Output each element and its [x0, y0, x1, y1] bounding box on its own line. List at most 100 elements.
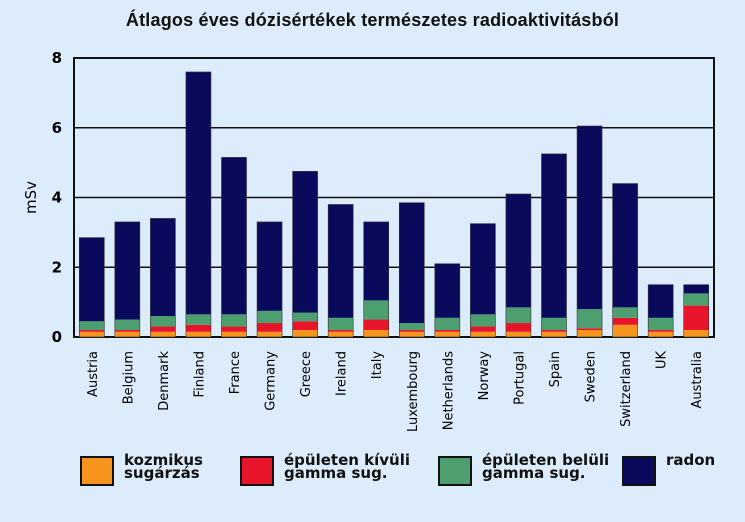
bar-segment-kozmikus-sug-rz-s [683, 330, 709, 337]
bar-chart: 0 2 4 6 8 mSv Austria Belgium Denmark Finland Fran… [22, 49, 715, 432]
bar-segment-kozmikus-sug-rz-s [79, 331, 105, 337]
bar-segment-kozmikus-sug-rz-s [150, 331, 176, 337]
bar-outline [683, 284, 710, 338]
bar-segment-p-leten-k-v-li-gamma-sug [505, 323, 531, 332]
bar-segment-kozmikus-sug-rz-s [363, 330, 389, 337]
x-tick-label: France [228, 351, 243, 394]
bar-segment-radon [185, 71, 211, 315]
x-tick-label: Italy [370, 351, 385, 380]
x-tick-label: Greece [299, 351, 314, 397]
bar-outline [434, 263, 461, 338]
bar-segment-radon [150, 218, 176, 317]
bar-segment-p-leten-k-v-li-gamma-sug [150, 326, 176, 332]
bar-outline [327, 204, 354, 338]
bar-segment-p-leten-k-v-li-gamma-sug [434, 330, 460, 332]
bar-outline [363, 221, 390, 338]
bar-outline [185, 71, 212, 338]
bar-segment-p-leten-k-v-li-gamma-sug [577, 328, 603, 331]
bar-segment-p-leten-bel-li-gamma-sug [577, 309, 603, 329]
bar-outline [150, 218, 176, 338]
bar-segment-kozmikus-sug-rz-s [577, 330, 603, 337]
bar-segment-kozmikus-sug-rz-s [114, 331, 140, 337]
bar-segment-p-leten-bel-li-gamma-sug [221, 314, 247, 327]
x-tick-label: Switzerland [619, 351, 634, 427]
bar-segment-radon [434, 263, 460, 318]
bar-segment-kozmikus-sug-rz-s [434, 331, 460, 337]
bar-segment-p-leten-k-v-li-gamma-sug [114, 330, 140, 332]
bar-outline [647, 284, 674, 338]
bar-segment-p-leten-k-v-li-gamma-sug [683, 305, 709, 331]
bar-segment-p-leten-bel-li-gamma-sug [292, 312, 318, 322]
bar-segment-p-leten-bel-li-gamma-sug [612, 307, 638, 318]
bar-segment-p-leten-bel-li-gamma-sug [434, 317, 460, 331]
bar-segment-kozmikus-sug-rz-s [505, 331, 531, 337]
bar-segment-radon [399, 202, 425, 324]
x-tick-label: Belgium [121, 351, 136, 404]
bar-segment-p-leten-bel-li-gamma-sug [328, 317, 354, 331]
bar-segment-radon [328, 204, 354, 318]
chart-title: Átlagos éves dózisértékek természetes ra… [125, 10, 620, 30]
bars [78, 71, 710, 338]
bar-outline [470, 223, 496, 338]
bar-segment-radon [292, 171, 318, 313]
y-tick-label: 6 [52, 119, 62, 137]
bar-segment-p-leten-bel-li-gamma-sug [185, 314, 211, 325]
bar-segment-radon [221, 157, 247, 315]
bar-segment-radon [541, 153, 567, 318]
legend-swatch-indoor-gamma [438, 456, 472, 486]
bar-segment-radon [114, 221, 140, 320]
bar-segment-radon [683, 284, 709, 294]
x-tick-label: Austria [86, 351, 101, 397]
bar-outline [612, 183, 638, 338]
x-tick-label: Norway [477, 351, 492, 401]
x-tick-label: Finland [192, 351, 207, 397]
bar-segment-p-leten-k-v-li-gamma-sug [399, 330, 425, 332]
axes: 0 2 4 6 8 mSv Austria Belgium Denmark Finland Fran… [22, 49, 705, 432]
bar-segment-radon [363, 221, 389, 301]
bar-segment-radon [648, 284, 674, 318]
x-tick-label: Portugal [512, 351, 527, 405]
x-tick-label: Australia [690, 351, 705, 409]
bar-segment-radon [505, 194, 531, 308]
legend-swatch-radon [622, 456, 656, 486]
bar-segment-p-leten-k-v-li-gamma-sug [79, 330, 105, 332]
x-tick-label: Ireland [335, 351, 350, 396]
bar-segment-p-leten-bel-li-gamma-sug [363, 300, 389, 320]
legend-label-outdoor-gamma: épületen kívüli gamma sug. [284, 451, 411, 482]
legend-swatch-cosmic [80, 456, 114, 486]
bar-segment-p-leten-k-v-li-gamma-sug [363, 319, 389, 331]
bar-segment-p-leten-k-v-li-gamma-sug [470, 326, 496, 332]
bar-outline [505, 193, 532, 338]
bar-segment-p-leten-bel-li-gamma-sug [648, 317, 674, 331]
bar-segment-p-leten-k-v-li-gamma-sug [292, 321, 318, 331]
legend-label-cosmic: kozmikus sugárzás [124, 451, 203, 482]
bar-segment-kozmikus-sug-rz-s [257, 331, 283, 337]
y-axis-label: mSv [22, 181, 40, 214]
bar-segment-kozmikus-sug-rz-s [399, 331, 425, 337]
bar-segment-kozmikus-sug-rz-s [648, 331, 674, 337]
bar-segment-p-leten-k-v-li-gamma-sug [648, 330, 674, 332]
bar-segment-p-leten-k-v-li-gamma-sug [612, 317, 638, 325]
x-tick-label: Spain [548, 351, 563, 387]
y-tick-label: 2 [52, 258, 62, 276]
bar-segment-p-leten-bel-li-gamma-sug [683, 293, 709, 306]
bar-outline [292, 171, 318, 338]
bar-segment-kozmikus-sug-rz-s [612, 324, 638, 337]
bar-segment-p-leten-bel-li-gamma-sug [399, 323, 425, 331]
bar-segment-p-leten-k-v-li-gamma-sug [257, 323, 283, 332]
y-tick-label: 0 [52, 328, 62, 346]
x-tick-label: UK [655, 351, 670, 370]
y-tick-label: 4 [52, 189, 62, 207]
bar-segment-radon [612, 183, 638, 308]
x-tick-label: Denmark [157, 351, 172, 411]
legend-swatch-outdoor-gamma [240, 456, 274, 486]
bar-outline [576, 125, 603, 338]
bar-segment-p-leten-k-v-li-gamma-sug [328, 330, 354, 332]
grid [73, 57, 715, 338]
bar-segment-p-leten-bel-li-gamma-sug [470, 314, 496, 327]
bar-segment-kozmikus-sug-rz-s [221, 331, 247, 337]
legend-label-radon: radon [666, 451, 716, 469]
bar-segment-p-leten-bel-li-gamma-sug [114, 319, 140, 331]
bar-segment-p-leten-k-v-li-gamma-sug [541, 330, 567, 332]
